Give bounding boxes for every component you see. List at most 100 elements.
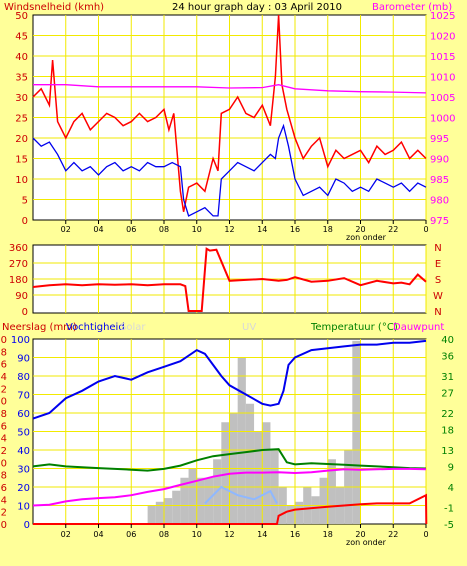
- solar-bar: [286, 505, 295, 524]
- temperature-tick-label: -5: [444, 520, 454, 531]
- wind-axis-label: Windsnelheid (kmh): [4, 2, 104, 13]
- solar-bar: [204, 477, 214, 524]
- wind-series: [32, 14, 427, 217]
- x-tick-label: 16: [290, 225, 300, 234]
- x-tick-label: 18: [323, 225, 333, 234]
- y-tick-label-left: 30: [15, 93, 28, 104]
- x-tick-label: 10: [192, 530, 202, 539]
- compass-label: E: [435, 259, 441, 270]
- y-tick-label-right: 1000: [430, 114, 455, 125]
- precip-tick-labels: 0246810121416182022242628300102030405060…: [0, 335, 454, 539]
- solar-bar: [196, 477, 205, 524]
- rain-tick-label: 6: [1, 483, 7, 494]
- x-tick-label: 14: [257, 530, 267, 539]
- x-tick-label: 22: [388, 530, 398, 539]
- temperature-tick-label: 13: [441, 446, 454, 457]
- wind-x-note: zon onder: [346, 233, 387, 242]
- uv-axis-label: UV: [242, 322, 256, 333]
- humidity-line: [32, 339, 427, 420]
- humidity-tick-label: 90: [17, 354, 30, 365]
- y-tick-label-right: 975: [430, 216, 449, 227]
- x-tick-label: 02: [61, 225, 71, 234]
- x-tick-label: 0: [423, 225, 428, 234]
- rain-tick-label: 12: [0, 446, 7, 457]
- x-tick-label: 02: [61, 530, 71, 539]
- y-tick-label-right: 985: [430, 175, 449, 186]
- solar_uv-line: [204, 485, 278, 505]
- y-tick-label-left: 0: [22, 307, 28, 318]
- rain-tick-label: 28: [0, 347, 7, 358]
- y-tick-label-left: 50: [15, 11, 28, 22]
- x-tick-label: 0: [423, 530, 428, 539]
- solar-bar: [295, 501, 304, 524]
- barometer-axis-label: Barometer (mb): [372, 2, 452, 13]
- precip-x-note: zon onder: [346, 538, 387, 547]
- solar-bar: [147, 505, 156, 524]
- temperature-tick-label: 36: [441, 351, 454, 362]
- x-tick-label: 14: [257, 225, 267, 234]
- x-tick-label: 10: [192, 225, 202, 234]
- x-tick-label: 04: [93, 225, 103, 234]
- rain-tick-label: 30: [0, 335, 7, 346]
- y-tick-label-right: 1010: [430, 73, 455, 84]
- rain-tick-label: 26: [0, 360, 7, 371]
- rain-tick-label: 16: [0, 421, 7, 432]
- y-tick-label-left: 40: [15, 52, 28, 63]
- rain-tick-label: 18: [0, 409, 7, 420]
- rain-tick-label: 14: [0, 434, 7, 445]
- temperature-tick-label: 4: [448, 483, 454, 494]
- precip-series: [32, 339, 428, 525]
- solar-bar: [327, 459, 336, 524]
- temperature-tick-label: 9: [448, 462, 454, 473]
- y-tick-label-left: 15: [15, 155, 28, 166]
- direction-series: [32, 247, 427, 312]
- solar-bar: [319, 477, 328, 524]
- solar-bar: [311, 496, 320, 524]
- rain-tick-label: 0: [1, 520, 7, 531]
- rain-tick-label: 4: [1, 495, 7, 506]
- humidity-tick-label: 30: [17, 465, 30, 476]
- temperature-tick-label: 18: [441, 425, 454, 436]
- x-tick-label: 12: [224, 225, 234, 234]
- temperature-tick-label: -1: [444, 504, 454, 515]
- y-tick-label-left: 270: [9, 259, 28, 270]
- solar-bar: [245, 403, 255, 524]
- rain-tick-label: 24: [0, 372, 7, 383]
- y-tick-label-right: 1005: [430, 93, 455, 104]
- temperature-tick-label: 22: [441, 409, 454, 420]
- solar-bar: [188, 468, 197, 524]
- humidity-tick-label: 60: [17, 409, 30, 420]
- rain-tick-label: 22: [0, 384, 7, 395]
- rain-line: [33, 493, 428, 525]
- compass-label: S: [435, 275, 441, 286]
- x-tick-label: 08: [159, 225, 169, 234]
- gust-line: [32, 14, 427, 212]
- x-tick-label: 18: [323, 530, 333, 539]
- wind-tick-labels: 0510152025303540455097598098599099510001…: [15, 11, 455, 234]
- temperature-tick-label: 40: [441, 335, 454, 346]
- rain-tick-label: 10: [0, 458, 7, 469]
- temperature-tick-label: 27: [441, 388, 454, 399]
- x-tick-label: 20: [355, 225, 365, 234]
- average-line: [32, 123, 427, 217]
- temperature-axis-label: Temperatuur (°C): [310, 322, 398, 333]
- humidity-tick-label: 40: [17, 446, 30, 457]
- humidity-axis-label: Vochtigheid: [66, 322, 125, 333]
- x-tick-label: 08: [159, 530, 169, 539]
- humidity-tick-label: 100: [11, 335, 30, 346]
- graph-title: 24 hour graph day : 03 April 2010: [172, 2, 342, 13]
- y-tick-label-right: 1015: [430, 52, 455, 63]
- y-tick-label-right: 1025: [430, 11, 455, 22]
- x-tick-label: 20: [355, 530, 365, 539]
- x-tick-label: 12: [224, 530, 234, 539]
- compass-label: N: [434, 307, 441, 318]
- solar-bar: [180, 477, 189, 524]
- solar-bar: [155, 501, 164, 524]
- humidity-tick-label: 80: [17, 372, 30, 383]
- humidity-tick-label: 20: [17, 483, 30, 494]
- x-tick-label: 04: [93, 530, 103, 539]
- rain-tick-label: 2: [1, 508, 7, 519]
- y-tick-label-left: 25: [15, 114, 28, 125]
